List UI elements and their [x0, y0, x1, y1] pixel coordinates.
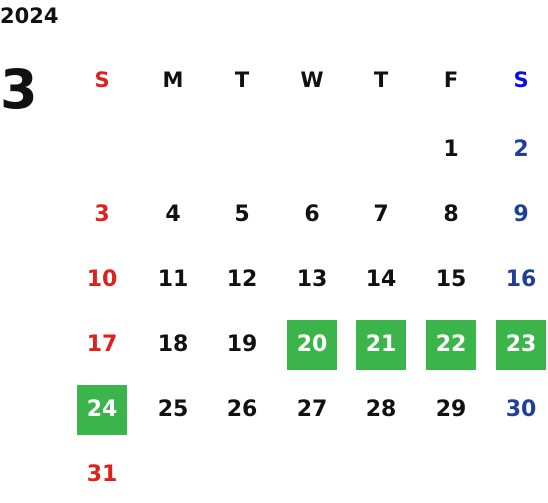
weekday-header: S — [513, 68, 529, 92]
weekday-header: F — [443, 68, 459, 92]
day: 1 — [443, 137, 459, 162]
day: 16 — [505, 267, 537, 292]
day: 31 — [86, 462, 118, 487]
highlighted-day: 22 — [426, 320, 476, 370]
day: 25 — [157, 397, 189, 422]
highlighted-day: 20 — [287, 320, 337, 370]
day: 4 — [165, 202, 181, 227]
day: 12 — [226, 267, 258, 292]
day: 15 — [435, 267, 467, 292]
day: 2 — [513, 137, 529, 162]
day: 26 — [226, 397, 258, 422]
day: 7 — [373, 202, 389, 227]
weekday-header: T — [234, 68, 250, 92]
year: 2024 — [0, 4, 59, 28]
day: 11 — [157, 267, 189, 292]
day: 19 — [226, 332, 258, 357]
day: 14 — [365, 267, 397, 292]
weekday-header: T — [373, 68, 389, 92]
weekday-header: M — [162, 68, 184, 92]
day: 10 — [86, 267, 118, 292]
highlighted-day: 24 — [77, 385, 127, 435]
day: 17 — [86, 332, 118, 357]
day: 18 — [157, 332, 189, 357]
weekday-header: W — [300, 68, 324, 92]
month: 3 — [0, 58, 38, 121]
day: 29 — [435, 397, 467, 422]
day: 3 — [94, 202, 110, 227]
day: 5 — [234, 202, 250, 227]
highlighted-day: 23 — [496, 320, 546, 370]
day: 13 — [296, 267, 328, 292]
day: 9 — [513, 202, 529, 227]
day: 6 — [304, 202, 320, 227]
highlighted-day: 21 — [356, 320, 406, 370]
day: 28 — [365, 397, 397, 422]
day: 27 — [296, 397, 328, 422]
day: 30 — [505, 397, 537, 422]
weekday-header: S — [94, 68, 110, 92]
day: 8 — [443, 202, 459, 227]
